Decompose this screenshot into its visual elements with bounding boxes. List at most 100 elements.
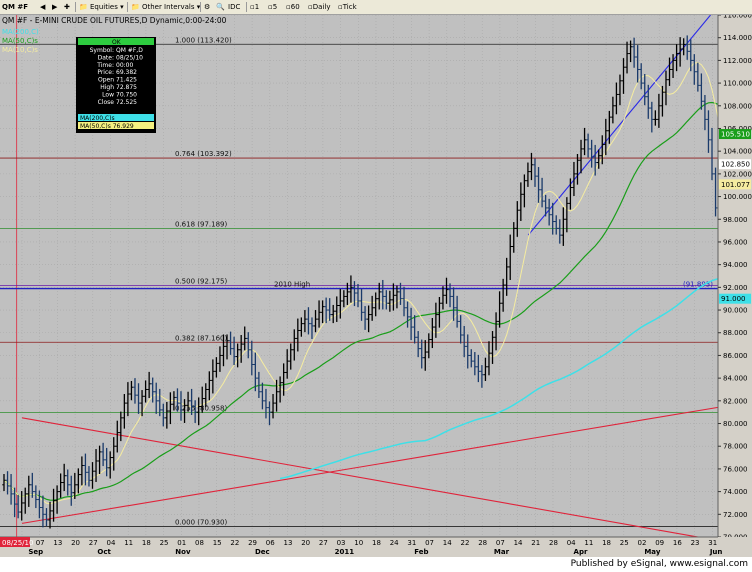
x-tick-label: 18 — [372, 539, 381, 547]
x-month-label: Jun — [709, 548, 723, 556]
daily-button[interactable]: ▫Daily — [308, 3, 331, 11]
x-tick-label: 27 — [89, 539, 98, 547]
add-icon[interactable]: ✚ — [64, 3, 70, 11]
x-tick-label: 07 — [36, 539, 45, 547]
price-badge — [719, 293, 751, 304]
legend-entry: MA(50,C)s — [2, 37, 38, 45]
tooltip-ma200: MA(200,C)s — [80, 115, 115, 122]
daily-label: Daily — [312, 3, 331, 11]
x-tick-label: 31 — [407, 539, 416, 547]
tooltip-key: Open — [98, 77, 114, 84]
tooltip-value: QM #F,D — [116, 47, 143, 54]
y-tick-label: 72.000 — [723, 511, 748, 519]
x-tick-label: 25 — [620, 539, 629, 547]
x-tick-label: 11 — [124, 539, 133, 547]
x-tick-label: 20 — [301, 539, 310, 547]
tooltip-key: High — [100, 84, 114, 91]
interval-5-label: 5 — [272, 3, 278, 11]
x-tick-label: 03 — [337, 539, 346, 547]
y-tick-label: 90.000 — [723, 307, 748, 315]
y-tick-label: 94.000 — [723, 261, 748, 269]
y-tick-label: 92.000 — [723, 284, 748, 292]
tooltip-ma50-bg — [78, 122, 154, 129]
x-tick-label: 28 — [549, 539, 558, 547]
x-tick-label: 14 — [514, 539, 523, 547]
tooltip-key: Symbol: — [90, 47, 114, 54]
ma50-line — [3, 101, 752, 501]
y-tick-label: 108.000 — [723, 102, 752, 110]
fib-level-label: 0.382 (87.160) — [175, 334, 227, 342]
fib-level-label: 0.500 (92.175) — [175, 277, 227, 285]
x-tick-label: 24 — [390, 539, 399, 547]
x-tick-label: 31 — [708, 539, 717, 547]
price-badge-label: 102.850 — [721, 161, 750, 169]
date-badge — [0, 537, 30, 547]
fib-level-label: 0.618 (97.189) — [175, 220, 227, 228]
interval-1-label: 1 — [254, 3, 260, 11]
tick-label: Tick — [342, 3, 357, 11]
x-tick-label: 23 — [691, 539, 700, 547]
tooltip-value: 72.525 — [116, 99, 137, 106]
x-tick-label: 20 — [71, 539, 80, 547]
tooltip-value: 69.382 — [116, 69, 137, 76]
x-month-label: Nov — [175, 548, 191, 556]
forward-arrow-icon[interactable]: ▶ — [52, 3, 58, 11]
x-month-label: Sep — [28, 548, 43, 556]
x-tick-label: 22 — [461, 539, 470, 547]
fib-level-label: 1.000 (113.420) — [175, 36, 232, 44]
chart-title: QM #F - E-MINI CRUDE OIL FUTURES,D Dynam… — [2, 16, 227, 25]
tooltip-value: 70.750 — [116, 91, 137, 98]
settings-icon[interactable]: ⚙ — [204, 3, 211, 11]
interval-5-button[interactable]: ▫5 — [268, 3, 278, 11]
symbol-field[interactable]: QM #F — [2, 3, 29, 11]
x-axis: 3007132027041118250108152229061320270310… — [0, 536, 752, 557]
x-tick-label: 11 — [584, 539, 593, 547]
y-tick-label: 100.000 — [723, 193, 752, 201]
y-tick-label: 114.000 — [723, 34, 752, 42]
x-tick-label: 29 — [248, 539, 257, 547]
x-month-label: May — [644, 548, 660, 556]
ma200-line — [279, 269, 752, 480]
x-tick-label: 14 — [443, 539, 452, 547]
other-intervals-button[interactable]: 📁 Other Intervals ▾ — [131, 3, 201, 11]
interval-60-button[interactable]: ▫60 — [286, 3, 300, 11]
x-month-label: Dec — [255, 548, 270, 556]
date-badge-label: 08/25/10 — [2, 539, 33, 547]
tooltip-header-bg — [78, 38, 154, 45]
y-tick-label: 98.000 — [723, 216, 748, 224]
x-tick-label: 21 — [531, 539, 540, 547]
x-tick-label: 09 — [655, 539, 664, 547]
x-tick-label: 01 — [177, 539, 186, 547]
idc-button[interactable]: IDC — [228, 2, 240, 12]
interval-1-button[interactable]: ▫1 — [250, 3, 260, 11]
toolbar: QM #F ◀ ▶ ✚ 📁 Equities ▾ 📁 Other Interva… — [0, 0, 752, 15]
price-badge-label: 91.000 — [721, 295, 746, 303]
y-tick-label: 96.000 — [723, 238, 748, 246]
y-tick-label: 110.000 — [723, 80, 752, 88]
search-icon[interactable]: 🔍 — [216, 3, 225, 11]
y-tick-label: 80.000 — [723, 420, 748, 428]
price-badge — [719, 129, 751, 140]
x-tick-label: 18 — [602, 539, 611, 547]
legend-entry: MA(200,C) — [2, 28, 39, 36]
price-badge-label: 105.510 — [721, 131, 750, 139]
tooltip-value: 71.425 — [116, 77, 137, 84]
publisher-credit: Published by eSignal, www.esignal.com — [570, 559, 748, 569]
x-tick-label: 07 — [496, 539, 505, 547]
tick-button[interactable]: ▫Tick — [338, 3, 357, 11]
price-chart[interactable]: 1.000 (113.420) 0.764 (103.392) 0.618 (97.… — [0, 15, 752, 557]
equities-button[interactable]: 📁 Equities ▾ — [79, 3, 124, 11]
high-2010-label: 2010 High — [274, 281, 310, 289]
x-tick-label: 28 — [478, 539, 487, 547]
x-tick-label: 18 — [142, 539, 151, 547]
x-tick-label: 07 — [425, 539, 434, 547]
back-arrow-icon[interactable]: ◀ — [40, 3, 46, 11]
footer: Published by eSignal, www.esignal.com — [0, 557, 752, 572]
fib-level-label: 0.236 (80.958) — [175, 405, 227, 413]
y-tick-label: 112.000 — [723, 57, 752, 65]
tooltip-value: 72.875 — [116, 84, 137, 91]
x-tick-label: 06 — [266, 539, 275, 547]
tooltip-header: OK — [112, 39, 122, 46]
y-tick-label: 76.000 — [723, 465, 748, 473]
x-tick-label: 25 — [160, 539, 169, 547]
